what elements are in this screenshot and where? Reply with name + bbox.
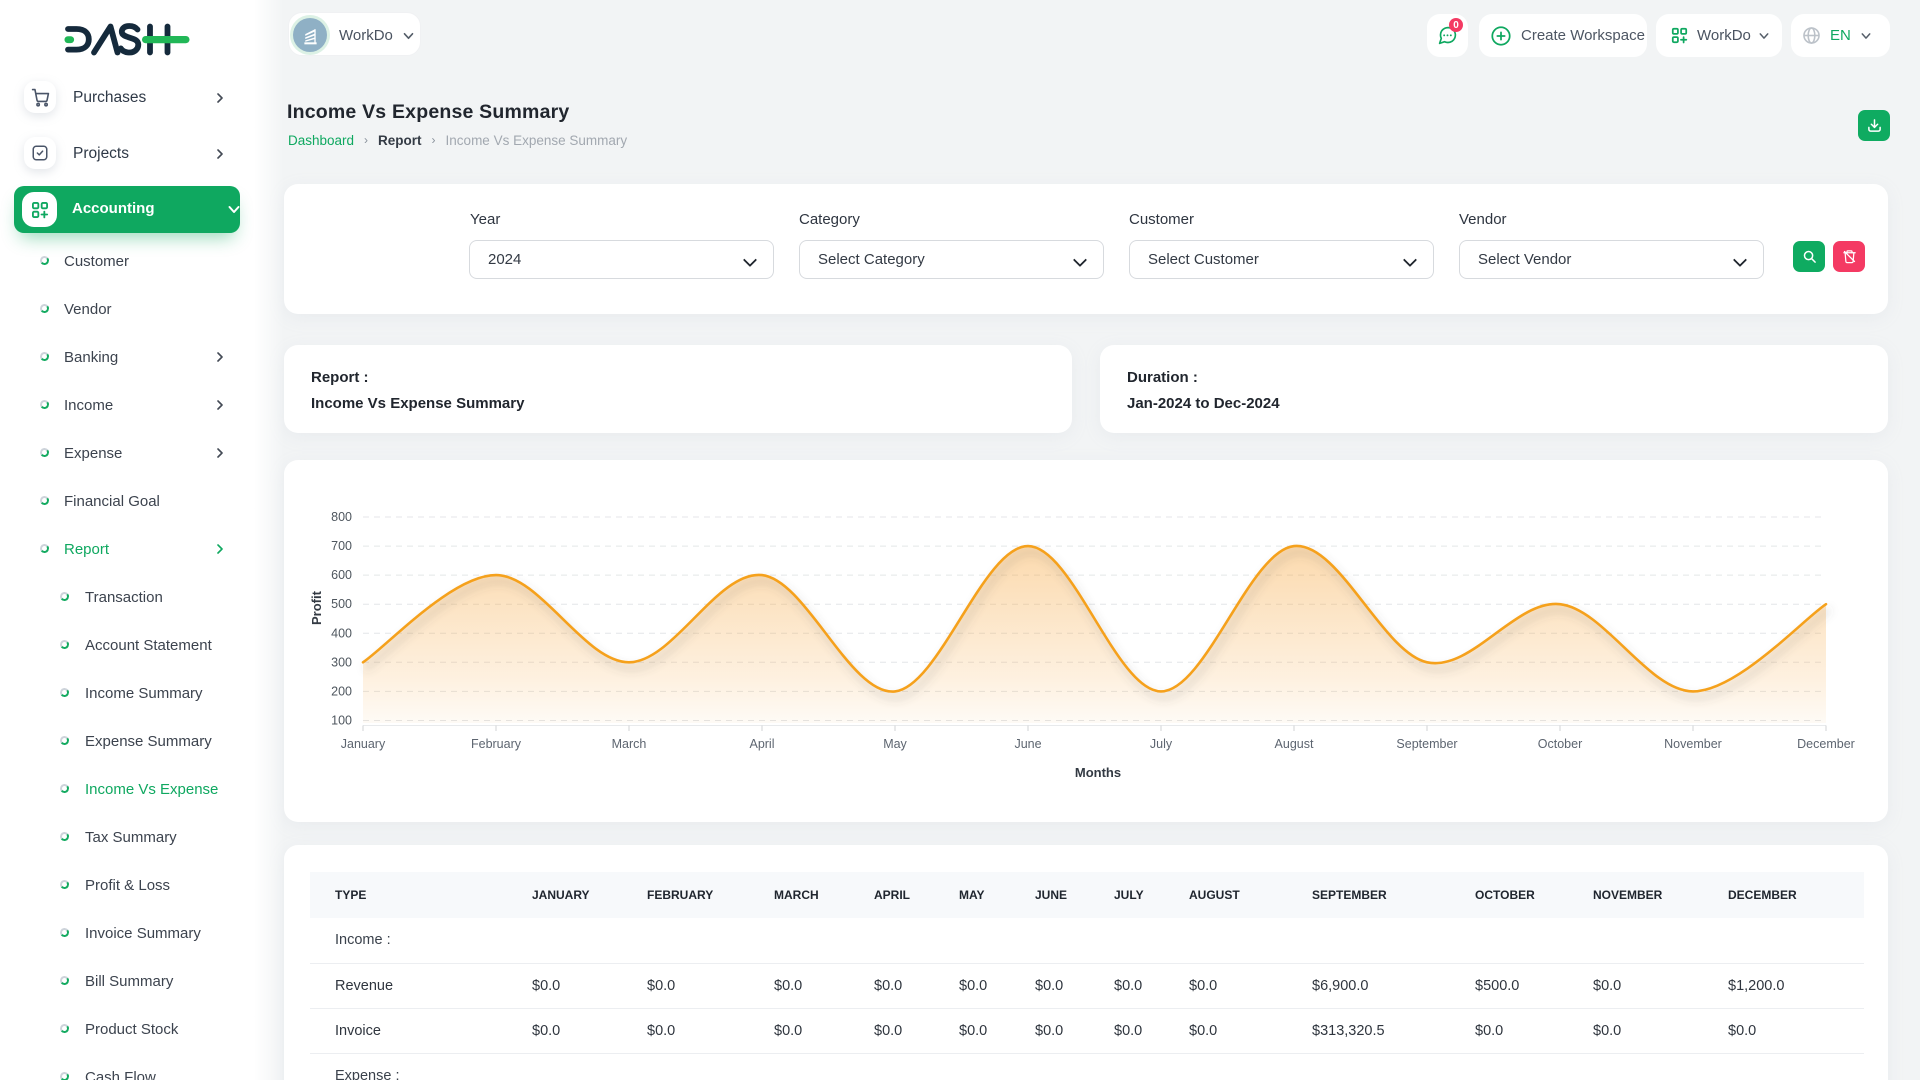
svg-text:800: 800 [331,510,352,524]
svg-text:Profit: Profit [309,590,324,625]
svg-text:February: February [471,737,522,751]
svg-text:August: August [1275,737,1314,751]
svg-text:January: January [341,737,386,751]
svg-text:100: 100 [331,714,352,728]
svg-text:300: 300 [331,655,352,669]
svg-text:November: November [1664,737,1722,751]
svg-text:600: 600 [331,568,352,582]
svg-text:July: July [1150,737,1173,751]
svg-text:Months: Months [1075,765,1121,780]
svg-text:500: 500 [331,597,352,611]
svg-text:April: April [749,737,774,751]
svg-text:200: 200 [331,684,352,698]
svg-text:March: March [612,737,647,751]
svg-text:400: 400 [331,626,352,640]
svg-text:May: May [883,737,907,751]
svg-text:September: September [1396,737,1457,751]
svg-text:June: June [1014,737,1041,751]
svg-text:October: October [1538,737,1582,751]
svg-text:700: 700 [331,539,352,553]
svg-text:December: December [1797,737,1855,751]
